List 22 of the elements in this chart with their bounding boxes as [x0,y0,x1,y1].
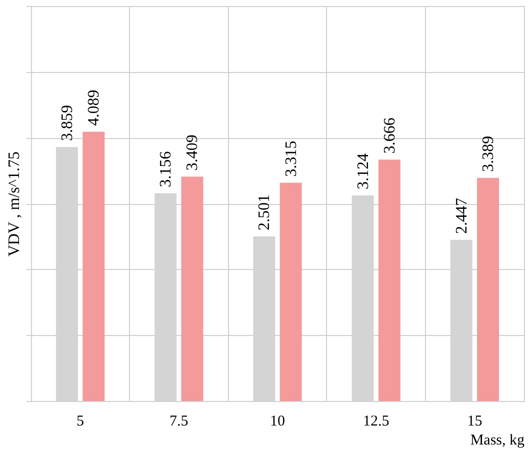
x-tick-label: 5 [76,414,84,430]
data-label: 3.409 [184,134,202,171]
x-tick-label: 15 [467,414,482,430]
data-label: 2.501 [256,194,274,230]
data-label: 3.315 [282,140,300,177]
data-label: 3.124 [354,153,372,190]
data-label: 4.089 [86,90,103,126]
bar [280,182,302,401]
bar [378,160,400,401]
data-label: 2.447 [453,198,470,234]
data-label: 3.666 [381,118,398,154]
bar [82,132,105,401]
data-label: 3.389 [480,136,498,172]
data-label: 3.156 [158,151,175,188]
x-axis-title: Mass, kg [470,432,525,448]
x-tick-label: 7.5 [170,414,188,430]
x-tick-label: 10 [270,414,285,430]
x-tick-label: 12.5 [362,414,390,430]
y-axis-title: VDV , m/s^1.75 [6,152,23,256]
bar [477,178,500,401]
data-label: 3.859 [58,104,76,141]
bar [181,176,204,401]
